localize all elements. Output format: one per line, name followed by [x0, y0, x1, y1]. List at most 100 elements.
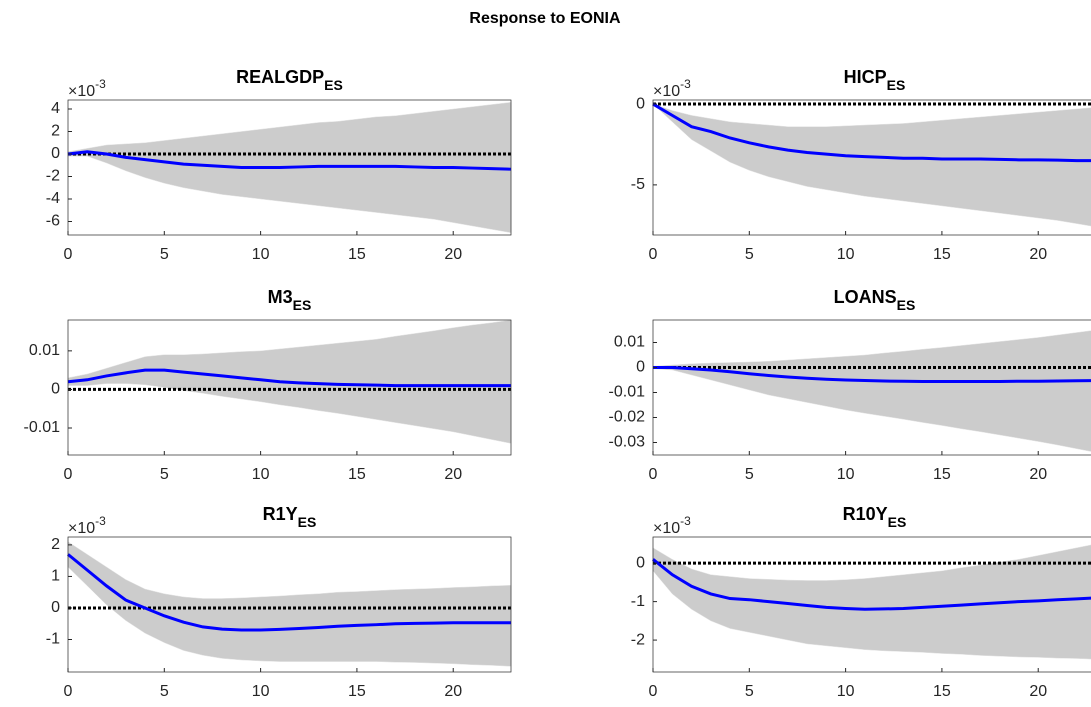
axes-frame: [652, 536, 1091, 673]
x-tick-label: 15: [933, 246, 951, 263]
x-tick-label: 15: [933, 466, 951, 483]
x-tick-label: 0: [64, 683, 73, 700]
confidence-band: [652, 103, 1091, 227]
y-tick-label: 0: [636, 359, 645, 376]
figure-title: Response to EONIA: [469, 10, 621, 27]
title-text: R1Y: [263, 504, 298, 524]
response-line: [653, 366, 1091, 383]
x-tick-label: 10: [837, 246, 855, 263]
y-tick-label: 0.01: [29, 342, 60, 359]
confidence-band: [652, 544, 1091, 660]
subplot-title: HICPES: [844, 67, 906, 93]
subplot-title: REALGDPES: [236, 67, 343, 93]
x-tick-label: 5: [160, 466, 169, 483]
axis-multiplier: ×10-3: [68, 77, 106, 100]
multiplier-exponent: -3: [680, 77, 691, 91]
y-tick-label: -0.03: [609, 434, 646, 451]
y-tick-label: 1: [51, 568, 60, 585]
title-text: LOANS: [834, 287, 897, 307]
y-tick-label: -1: [631, 593, 645, 610]
x-tick-label: 20: [1029, 246, 1047, 263]
y-tick-label: -6: [46, 213, 60, 230]
axes-frame: [67, 536, 512, 673]
x-tick-label: 0: [64, 466, 73, 483]
subplot-title: R10YES: [843, 504, 907, 530]
x-tick-label: 20: [1029, 466, 1047, 483]
subplot-title: M3ES: [268, 287, 312, 313]
axes-frame: [67, 99, 512, 236]
y-tick-label: -0.01: [609, 384, 646, 401]
response-line: [67, 368, 511, 388]
multiplier-base: ×10: [68, 520, 95, 537]
confidence-band: [652, 330, 1091, 452]
x-tick-label: 10: [837, 466, 855, 483]
multiplier-base: ×10: [653, 520, 680, 537]
title-text: HICP: [844, 67, 887, 87]
y-tick-label: -2: [46, 168, 60, 185]
axes-frame: [652, 319, 1091, 456]
x-tick-label: 20: [444, 683, 462, 700]
response-line: [652, 558, 1091, 611]
y-tick-label: 0: [51, 145, 60, 162]
x-tick-label: 5: [745, 466, 754, 483]
title-subscript: ES: [887, 77, 906, 93]
response-line: [67, 553, 511, 632]
title-text: R10Y: [843, 504, 888, 524]
subplot-title: LOANSES: [834, 287, 916, 313]
x-tick-label: 15: [348, 246, 366, 263]
title-text: REALGDP: [236, 67, 324, 87]
axes-frame: [67, 319, 512, 456]
y-tick-label: 0: [636, 95, 645, 112]
axes-frame: [652, 99, 1091, 236]
y-tick-label: -2: [631, 631, 645, 648]
x-tick-label: 20: [1029, 683, 1047, 700]
x-tick-label: 0: [64, 246, 73, 263]
y-tick-label: -0.02: [609, 409, 646, 426]
y-tick-label: -1: [46, 631, 60, 648]
y-tick-label: 2: [51, 536, 60, 553]
title-text: M3: [268, 287, 293, 307]
title-subscript: ES: [324, 77, 343, 93]
x-tick-label: 5: [745, 246, 754, 263]
multiplier-base: ×10: [68, 83, 95, 100]
multiplier-exponent: -3: [680, 514, 691, 528]
y-tick-label: 0: [51, 599, 60, 616]
x-tick-label: 5: [745, 683, 754, 700]
y-tick-label: -4: [46, 190, 60, 207]
x-tick-label: 0: [649, 246, 658, 263]
x-tick-label: 0: [649, 466, 658, 483]
y-tick-label: 2: [51, 123, 60, 140]
multiplier-exponent: -3: [95, 77, 106, 91]
x-tick-label: 20: [444, 466, 462, 483]
response-line: [67, 150, 512, 171]
axis-multiplier: ×10-3: [653, 514, 691, 537]
axis-multiplier: ×10-3: [653, 77, 691, 100]
response-line: [652, 102, 1091, 163]
y-tick-label: -5: [631, 176, 645, 193]
x-tick-label: 10: [252, 466, 270, 483]
title-subscript: ES: [888, 514, 907, 530]
x-tick-label: 15: [348, 466, 366, 483]
x-tick-label: 15: [348, 683, 366, 700]
subplot-title: R1YES: [263, 504, 317, 530]
x-tick-label: 10: [837, 683, 855, 700]
x-tick-label: 10: [252, 246, 270, 263]
x-tick-label: 10: [252, 683, 270, 700]
title-subscript: ES: [293, 297, 312, 313]
y-tick-label: 4: [51, 100, 60, 117]
multiplier-base: ×10: [653, 83, 680, 100]
x-tick-label: 20: [444, 246, 462, 263]
y-tick-label: -0.01: [24, 419, 61, 436]
y-tick-label: 0.01: [614, 334, 645, 351]
y-tick-label: 0: [51, 381, 60, 398]
x-tick-label: 5: [160, 246, 169, 263]
title-subscript: ES: [897, 297, 916, 313]
title-subscript: ES: [298, 514, 317, 530]
y-tick-label: 0: [636, 554, 645, 571]
x-tick-label: 5: [160, 683, 169, 700]
x-tick-label: 15: [933, 683, 951, 700]
axis-multiplier: ×10-3: [68, 514, 106, 537]
multiplier-exponent: -3: [95, 514, 106, 528]
